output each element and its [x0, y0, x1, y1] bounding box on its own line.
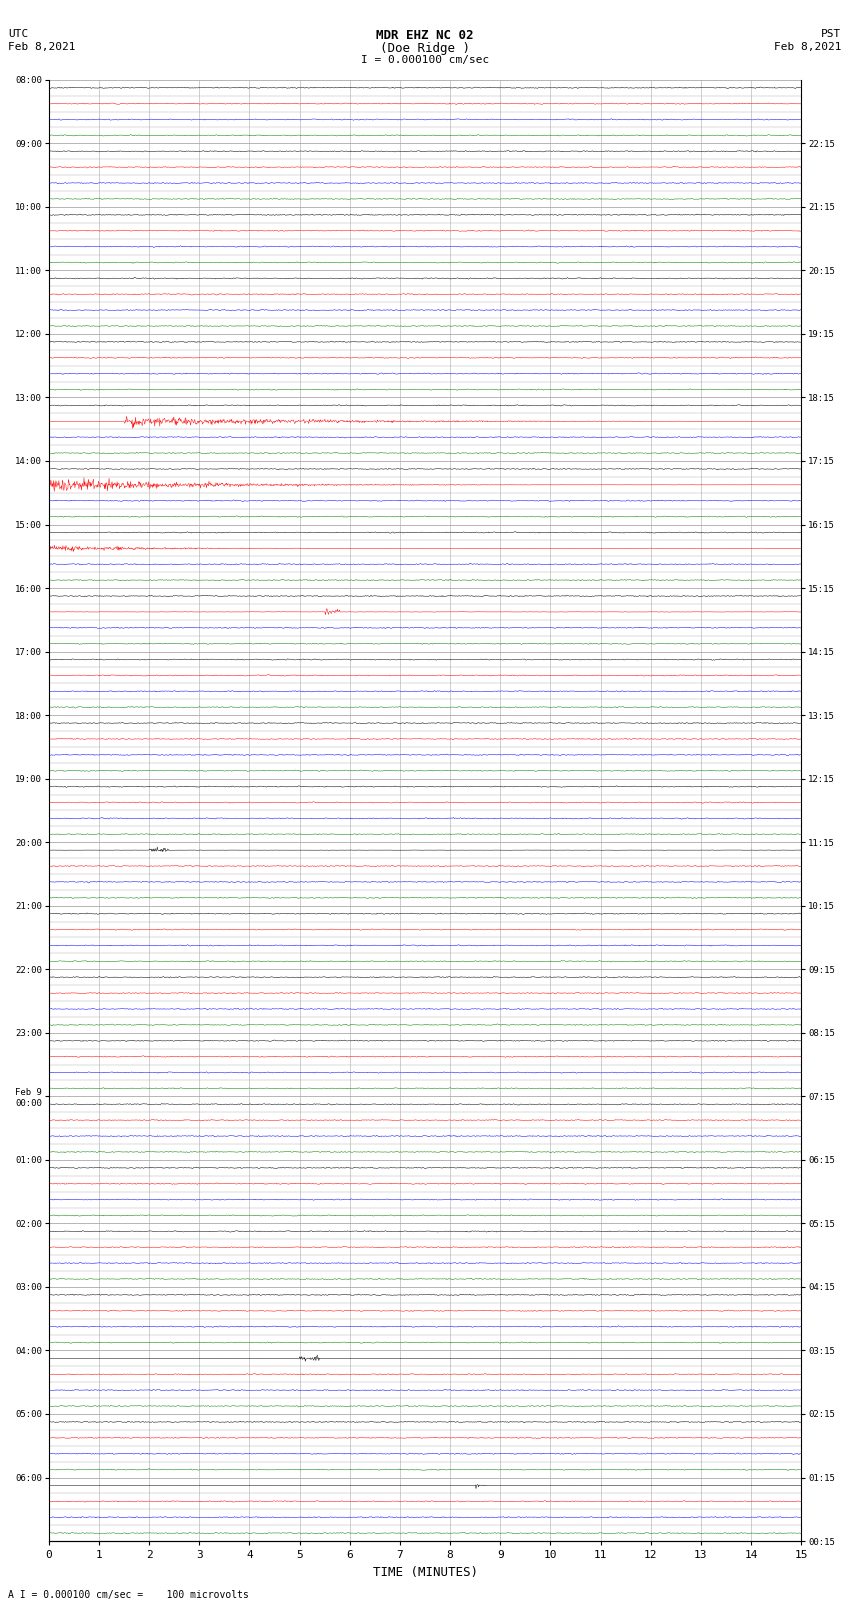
X-axis label: TIME (MINUTES): TIME (MINUTES): [372, 1566, 478, 1579]
Text: UTC: UTC: [8, 29, 29, 39]
Text: Feb 8,2021: Feb 8,2021: [8, 42, 76, 52]
Text: I = 0.000100 cm/sec: I = 0.000100 cm/sec: [361, 55, 489, 65]
Text: MDR EHZ NC 02: MDR EHZ NC 02: [377, 29, 473, 42]
Text: PST: PST: [821, 29, 842, 39]
Text: A I = 0.000100 cm/sec =    100 microvolts: A I = 0.000100 cm/sec = 100 microvolts: [8, 1590, 249, 1600]
Text: Feb 8,2021: Feb 8,2021: [774, 42, 842, 52]
Text: (Doe Ridge ): (Doe Ridge ): [380, 42, 470, 55]
